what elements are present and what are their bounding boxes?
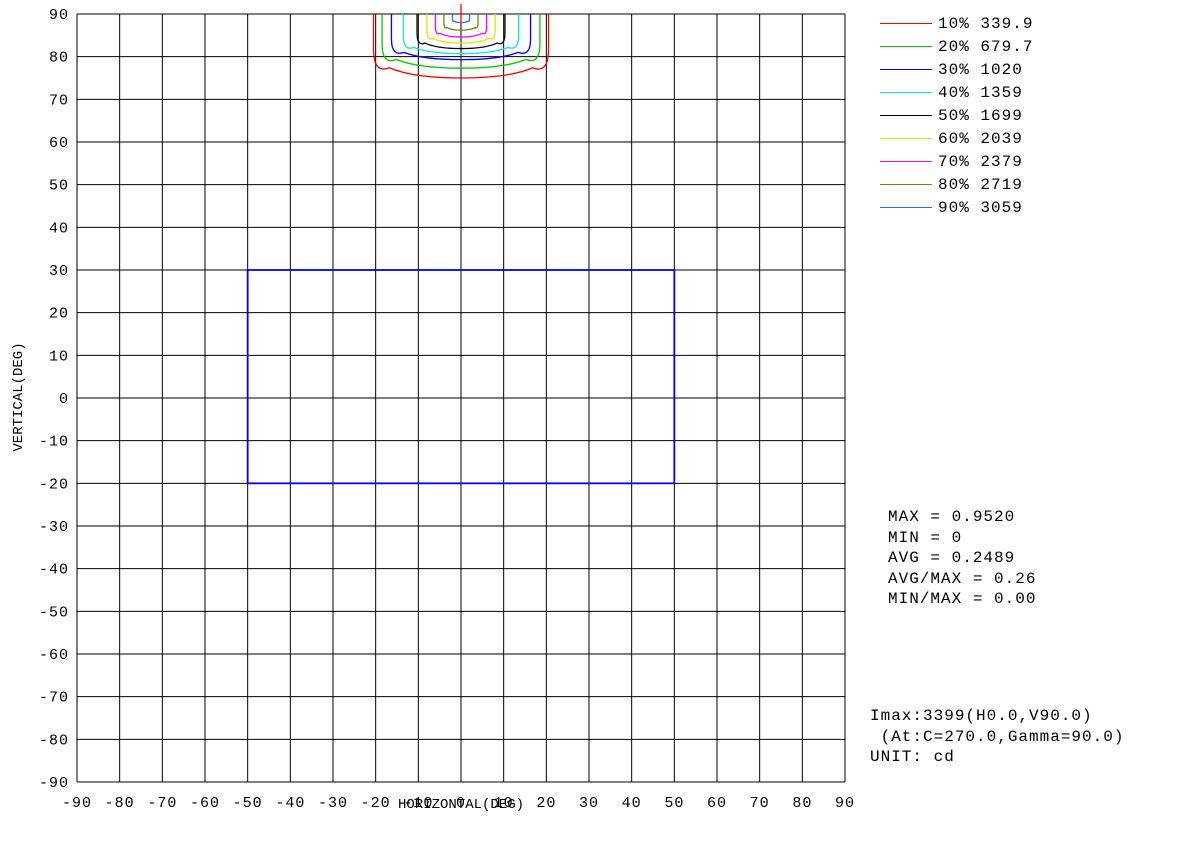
y-tick-label: 80 <box>49 50 69 67</box>
x-tick-label: -70 <box>147 795 177 812</box>
legend-item: 70% 2379 <box>880 150 1033 173</box>
plot-grid <box>76 13 846 783</box>
contour-lines <box>372 4 550 79</box>
legend-label: 70% 2379 <box>938 152 1023 171</box>
x-tick-label: -20 <box>361 795 391 812</box>
x-tick-label: 50 <box>664 795 684 812</box>
legend-item: 40% 1359 <box>880 81 1033 104</box>
y-tick-label: 40 <box>49 220 69 237</box>
legend-swatch <box>880 46 932 47</box>
target-rectangle-layer <box>246 269 676 485</box>
y-tick-label: 50 <box>49 178 69 195</box>
legend-label: 30% 1020 <box>938 60 1023 79</box>
stat-max: MAX = 0.9520 <box>888 508 1016 526</box>
x-tick-label: -30 <box>318 795 348 812</box>
legend-item: 30% 1020 <box>880 58 1033 81</box>
y-tick-label: 90 <box>49 7 69 24</box>
legend-label: 80% 2719 <box>938 175 1023 194</box>
y-tick-label: -10 <box>39 434 69 451</box>
x-tick-label: -80 <box>105 795 135 812</box>
y-tick-label: -90 <box>39 775 69 792</box>
stat-min: MIN = 0 <box>888 528 963 547</box>
stats-panel: MAX = 0.9520 MIN = 0 AVG = 0.2489 AVG/MA… <box>888 507 1036 610</box>
imax-text: Imax:3399(H0.0,V90.0) <box>870 707 1093 725</box>
unit-text: UNIT: cd <box>870 748 955 766</box>
legend: 10% 339.9 20% 679.7 30% 1020 40% 1359 50% 16… <box>880 12 1033 219</box>
x-tick-label: -50 <box>233 795 263 812</box>
y-tick-label: 70 <box>49 92 69 109</box>
legend-label: 50% 1699 <box>938 106 1023 125</box>
y-tick-label: -60 <box>39 647 69 664</box>
stat-min-max: MIN/MAX = 0.00 <box>888 590 1037 608</box>
at-text: (At:C=270.0,Gamma=90.0) <box>870 727 1125 746</box>
x-tick-label: 80 <box>792 795 812 812</box>
x-tick-label: 10 <box>494 795 514 812</box>
y-tick-label: -80 <box>39 732 69 749</box>
x-tick-label: 70 <box>750 795 770 812</box>
legend-label: 20% 679.7 <box>938 37 1034 56</box>
contour-line-30pct <box>390 14 532 61</box>
y-tick-label: 30 <box>49 263 69 280</box>
y-axis-label: VERTICAL(DEG) <box>11 342 27 451</box>
y-tick-label: -40 <box>39 562 69 579</box>
legend-label: 40% 1359 <box>938 83 1023 102</box>
y-tick-label: -50 <box>39 604 69 621</box>
contour-line-80pct <box>443 14 479 31</box>
legend-item: 60% 2039 <box>880 127 1033 150</box>
legend-swatch <box>880 92 932 93</box>
target-rectangle <box>246 269 676 485</box>
legend-swatch <box>880 138 932 139</box>
y-tick-label: 60 <box>49 135 69 152</box>
x-tick-label: -40 <box>275 795 305 812</box>
contour-line-20pct <box>381 14 541 69</box>
legend-item: 10% 339.9 <box>880 12 1033 35</box>
y-tick-label: -30 <box>39 519 69 536</box>
x-tick-label: 30 <box>579 795 599 812</box>
legend-swatch <box>880 69 932 70</box>
contour-line-50pct <box>416 14 506 50</box>
contour-line-40pct <box>402 14 520 55</box>
legend-label: 10% 339.9 <box>938 14 1034 33</box>
x-tick-label: 60 <box>707 795 727 812</box>
y-tick-label: -20 <box>39 476 69 493</box>
y-tick-label: 0 <box>59 391 69 408</box>
x-tick-label: -10 <box>403 795 433 812</box>
contour-line-70pct <box>434 14 488 38</box>
legend-label: 90% 3059 <box>938 198 1023 217</box>
legend-item: 50% 1699 <box>880 104 1033 127</box>
legend-item: 20% 679.7 <box>880 35 1033 58</box>
x-tick-label: -60 <box>190 795 220 812</box>
y-tick-label: -70 <box>39 690 69 707</box>
x-tick-label: -90 <box>62 795 92 812</box>
x-tick-label: 0 <box>456 795 466 812</box>
legend-swatch <box>880 207 932 208</box>
legend-label: 60% 2039 <box>938 129 1023 148</box>
x-tick-label: 90 <box>835 795 855 812</box>
stat-avg-max: AVG/MAX = 0.26 <box>888 569 1037 588</box>
legend-swatch <box>880 161 932 162</box>
x-tick-label: 40 <box>622 795 642 812</box>
stat-avg: AVG = 0.2489 <box>888 549 1016 567</box>
contour-line-60pct <box>426 14 496 44</box>
y-tick-label: 20 <box>49 306 69 323</box>
contour-line-10pct <box>372 14 550 79</box>
tick-labels: -90 -80 -70 -60 -50 -40 -30 -20 -10 0 10 20 30 40 50 60… <box>39 7 855 812</box>
x-tick-label: 20 <box>536 795 556 812</box>
legend-swatch <box>880 23 932 24</box>
legend-item: 90% 3059 <box>880 196 1033 219</box>
legend-swatch <box>880 184 932 185</box>
y-tick-label: 10 <box>49 348 69 365</box>
legend-item: 80% 2719 <box>880 173 1033 196</box>
legend-swatch <box>880 115 932 116</box>
info-panel: Imax:3399(H0.0,V90.0) (At:C=270.0,Gamma=… <box>870 706 1124 768</box>
x-axis-label: HORIZONTAL(DEG) <box>398 797 524 813</box>
